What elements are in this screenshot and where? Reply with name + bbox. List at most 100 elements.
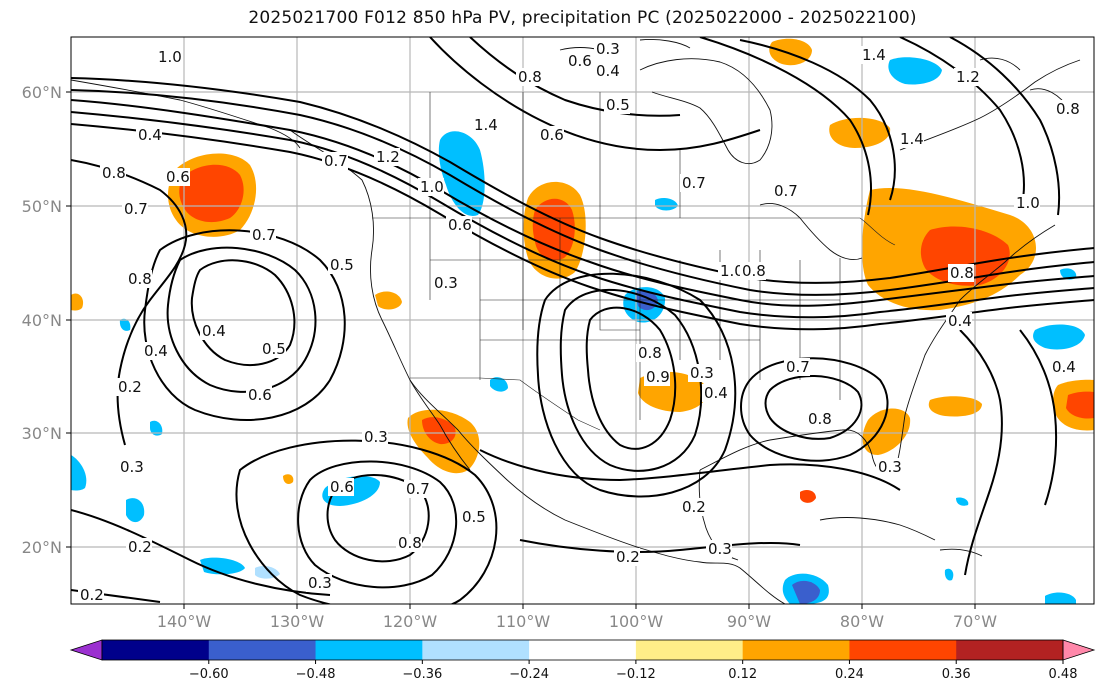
contour-label: 1.2 bbox=[376, 148, 400, 166]
contour-label: 1.0 bbox=[1016, 194, 1040, 212]
contour-label: 0.5 bbox=[330, 256, 354, 274]
colorbar-segment bbox=[956, 640, 1064, 660]
colorbar-outline bbox=[101, 639, 1064, 661]
contour-label: 0.3 bbox=[364, 428, 388, 446]
contour-label: 0.7 bbox=[774, 182, 798, 200]
precip-positive-cal bbox=[375, 291, 402, 310]
pv-contour-hudson-1 bbox=[739, 39, 896, 201]
lat-label: 40°N bbox=[22, 311, 62, 330]
contour-labels: 1.0 0.4 0.8 0.6 0.7 0.8 0.7 0.4 0.5 0.6 … bbox=[78, 40, 1080, 604]
precip-positive-gulf bbox=[862, 408, 911, 455]
contour-label: 0.2 bbox=[616, 548, 640, 566]
contour-label: 0.2 bbox=[118, 378, 142, 396]
pv-contour-trough-2 bbox=[559, 289, 703, 472]
pv-contour-jet-1 bbox=[71, 99, 1094, 307]
precip-negative-small-d bbox=[944, 568, 954, 581]
lat-label: 20°N bbox=[22, 538, 62, 557]
hispaniola bbox=[939, 548, 983, 557]
contour-label: 0.7 bbox=[124, 200, 148, 218]
precip-strong-neg-gulf bbox=[792, 580, 820, 604]
colorbar-tick-label: −0.48 bbox=[296, 667, 336, 682]
pv-contour-mexico-low-2 bbox=[297, 460, 458, 589]
pv-contour-trough-3 bbox=[536, 272, 737, 498]
precip-positive-labrador bbox=[829, 117, 891, 148]
contour-label: 0.3 bbox=[708, 540, 732, 558]
contour-label: 0.7 bbox=[324, 152, 348, 170]
colorbar-segment bbox=[315, 640, 423, 660]
contour-label: 0.5 bbox=[606, 96, 630, 114]
west-coast bbox=[289, 129, 786, 604]
contour-label: 0.8 bbox=[398, 534, 422, 552]
pv-contour-low-2 bbox=[166, 246, 317, 393]
precip-negative-small-c bbox=[655, 198, 678, 211]
contour-label: 1.4 bbox=[474, 116, 498, 134]
colorbar-tick-label: −0.24 bbox=[509, 667, 549, 682]
precip-strong-atlantic bbox=[1066, 391, 1094, 419]
precip-negative-hudson bbox=[888, 57, 942, 85]
canada-provinces bbox=[429, 92, 681, 218]
colorbar-tick-label: 0.12 bbox=[728, 667, 757, 682]
pv-contour-hudson-2 bbox=[699, 37, 872, 216]
pv-contour-east-1 bbox=[899, 37, 1025, 206]
axis-ticks bbox=[66, 91, 976, 609]
contour-label: 0.9 bbox=[646, 368, 670, 386]
pv-contour-low-1 bbox=[190, 259, 296, 366]
contour-label: 1.0 bbox=[158, 48, 182, 66]
contour-label: 0.6 bbox=[568, 52, 592, 70]
contour-label: 0.6 bbox=[540, 126, 564, 144]
contour-label: 0.8 bbox=[1056, 100, 1080, 118]
lon-label: 80°W bbox=[840, 612, 884, 631]
colorbar: −0.60 −0.48 −0.36 −0.24 −0.12 0.12 0.24 0.36 0.4… bbox=[69, 639, 1096, 682]
contour-label: 0.3 bbox=[120, 458, 144, 476]
precip-negative-atlantic bbox=[1033, 324, 1085, 350]
colorbar-segment bbox=[422, 640, 530, 660]
pv-contour-east-2 bbox=[949, 37, 1061, 216]
alaska-coast bbox=[71, 79, 301, 149]
pv-contour-gulf-high-1 bbox=[764, 374, 863, 440]
map-title: 2025021700 F012 850 hPa PV, precipitatio… bbox=[248, 8, 917, 28]
precip-negative-gulf-b bbox=[490, 377, 508, 392]
colorbar-segment bbox=[208, 640, 317, 660]
pv-contour-mexico-low-1 bbox=[326, 474, 430, 563]
contour-label: 1.4 bbox=[900, 130, 924, 148]
colorbar-tick-label: −0.12 bbox=[616, 667, 656, 682]
colorbar-segment bbox=[635, 640, 744, 660]
map-area: 1.0 0.4 0.8 0.6 0.7 0.8 0.7 0.4 0.5 0.6 … bbox=[71, 37, 1094, 604]
longitude-labels: 140°W 130°W 120°W 110°W 100°W 90°W 80°W … bbox=[157, 612, 997, 631]
contour-label: 0.7 bbox=[682, 174, 706, 192]
pv-contour-south-1 bbox=[479, 449, 901, 491]
contour-label: 1.2 bbox=[956, 68, 980, 86]
contour-label: 0.3 bbox=[690, 364, 714, 382]
hudson-bay bbox=[639, 58, 773, 164]
contour-label: 1.4 bbox=[862, 46, 886, 64]
pv-contour-west-pac bbox=[71, 159, 188, 446]
precip-positive-small-pac bbox=[283, 474, 294, 484]
colorbar-segment bbox=[849, 640, 957, 660]
pv-contour-trough-1 bbox=[585, 306, 677, 450]
contour-label: 0.3 bbox=[878, 458, 902, 476]
pv-contour-hudson-4 bbox=[469, 37, 681, 117]
pv-contour-atlantic-1 bbox=[959, 329, 1003, 576]
colorbar-tick-label: 0.48 bbox=[1049, 667, 1078, 682]
contour-label: 0.8 bbox=[808, 410, 832, 428]
colorbar-extend-high bbox=[1062, 639, 1096, 661]
pv-contour-gulf-high-2 bbox=[740, 357, 889, 462]
lon-label: 70°W bbox=[953, 612, 997, 631]
contour-label: 0.3 bbox=[308, 574, 332, 592]
precip-positive-florida bbox=[928, 396, 982, 417]
pv-contour-south-2 bbox=[519, 539, 801, 553]
contour-label: 0.5 bbox=[262, 340, 286, 358]
precip-strong-ne-pacific bbox=[179, 164, 244, 223]
contour-label: 0.4 bbox=[138, 126, 162, 144]
pv-contour-low-3 bbox=[143, 229, 346, 421]
baja-coast bbox=[409, 379, 471, 471]
colorbar-segment bbox=[102, 640, 210, 660]
precip-strong-northeast bbox=[920, 226, 1010, 286]
precip-negative-small-e bbox=[956, 497, 969, 506]
contour-label: 0.7 bbox=[786, 358, 810, 376]
colorbar-tick-label: 0.36 bbox=[942, 667, 971, 682]
lat-label: 50°N bbox=[22, 197, 62, 216]
lat-label: 30°N bbox=[22, 424, 62, 443]
pv-contour-atlantic-2 bbox=[1019, 329, 1058, 506]
